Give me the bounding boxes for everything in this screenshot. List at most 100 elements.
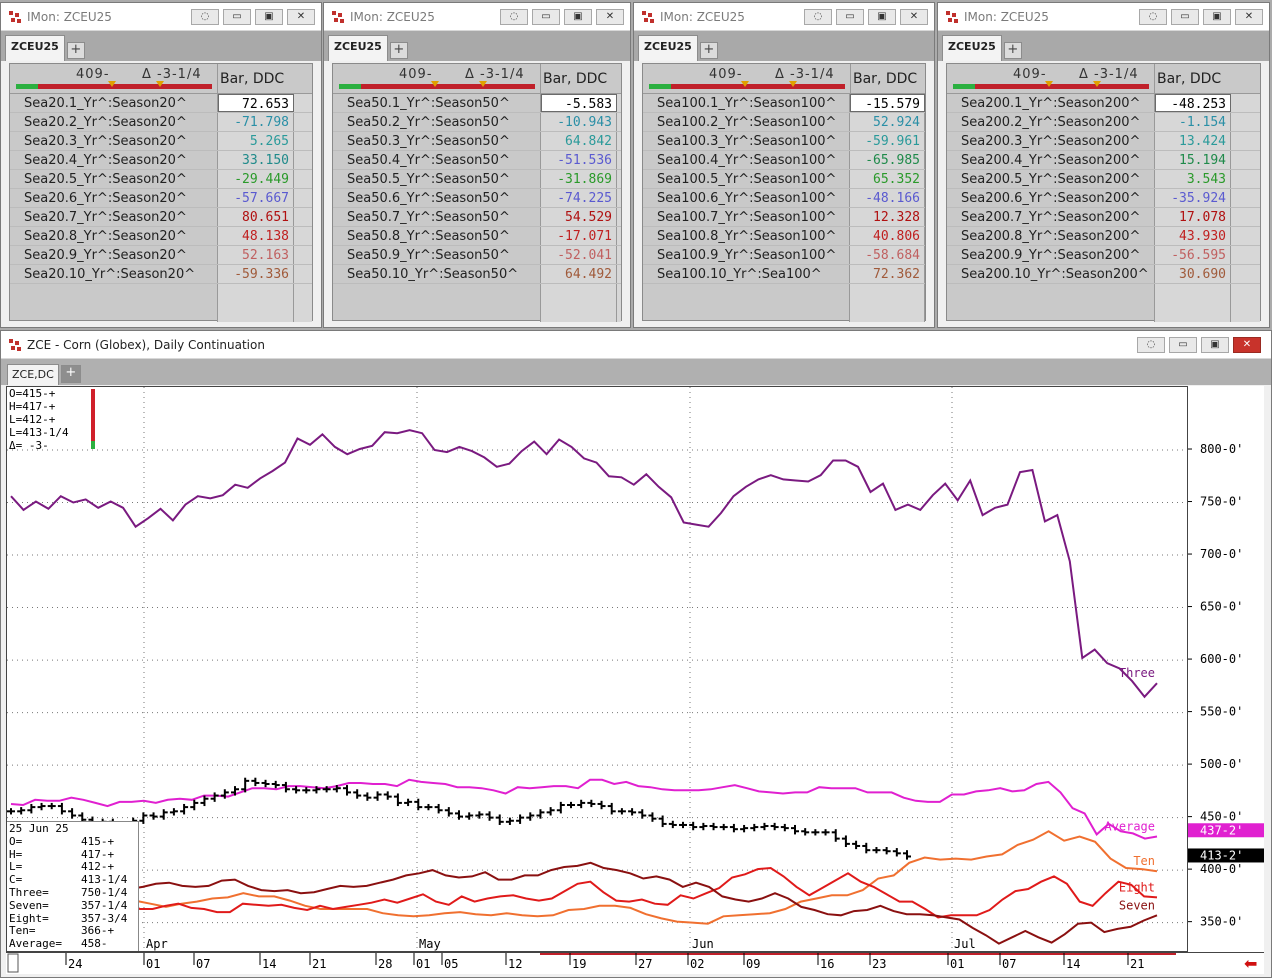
study-value[interactable]: 13.424	[1155, 132, 1231, 150]
minimize-button[interactable]: ▭	[1169, 336, 1197, 353]
grid-row[interactable]: Sea50.1_Yr^:Season50^ -5.583	[333, 94, 621, 113]
close-button[interactable]: ✕	[287, 8, 315, 25]
tab-zceu25[interactable]: ZCEU25	[942, 35, 1002, 61]
study-value[interactable]: 12.328	[849, 208, 925, 226]
add-tab-button[interactable]: +	[60, 365, 81, 383]
grid-row[interactable]: Sea200.7_Yr^:Season200^ 17.078	[947, 208, 1260, 227]
column-header[interactable]: Bar, DDC	[853, 71, 918, 87]
study-value[interactable]: -29.449	[218, 170, 294, 188]
study-value[interactable]: -74.225	[541, 189, 617, 207]
grid-row[interactable]: Sea50.10_Yr^:Season50^ 64.492	[333, 265, 621, 284]
grid-row[interactable]: Sea200.10_Yr^:Season200^ 30.690	[947, 265, 1260, 284]
study-value[interactable]: 64.492	[541, 265, 617, 283]
grid-row[interactable]: Sea50.9_Yr^:Season50^ -52.041	[333, 246, 621, 265]
study-value[interactable]: -35.924	[1155, 189, 1231, 207]
minimize-button[interactable]: ▭	[223, 8, 251, 25]
column-header[interactable]: Bar, DDC	[1157, 71, 1222, 87]
imon-titlebar[interactable]: IMon: ZCEU25 ◌ ▭ ▣ ✕	[324, 3, 630, 31]
scroll-left-arrow-icon[interactable]: ⬅	[1244, 954, 1257, 973]
grid-row[interactable]: Sea20.5_Yr^:Season20^ -29.449	[10, 170, 312, 189]
add-tab-button[interactable]: +	[699, 42, 718, 59]
study-value[interactable]: 5.265	[218, 132, 294, 150]
study-value[interactable]: 30.690	[1155, 265, 1231, 283]
grid-row[interactable]: Sea20.1_Yr^:Season20^ 72.653	[10, 94, 312, 113]
time-axis[interactable]: 24 01 07 14 21 28 01 05 12 19 27 02 09 16 23 01 07 14 21 ⬅	[6, 952, 1264, 974]
grid-row[interactable]: Sea100.4_Yr^:Season100^ -65.985	[643, 151, 925, 170]
tab-zce-dc[interactable]: ZCE,DC	[7, 364, 59, 385]
grid-row[interactable]: Sea200.8_Yr^:Season200^ 43.930	[947, 227, 1260, 246]
study-value[interactable]: 43.930	[1155, 227, 1231, 245]
grid-row[interactable]: Sea200.4_Yr^:Season200^ 15.194	[947, 151, 1260, 170]
link-icon[interactable]: ◌	[191, 8, 219, 25]
grid-row[interactable]: Sea20.10_Yr^:Season20^ -59.336	[10, 265, 312, 284]
grid-row[interactable]: Sea50.2_Yr^:Season50^ -10.943	[333, 113, 621, 132]
tab-zceu25[interactable]: ZCEU25	[328, 35, 388, 61]
study-value[interactable]: 40.806	[849, 227, 925, 245]
grid-row[interactable]: Sea200.2_Yr^:Season200^ -1.154	[947, 113, 1260, 132]
grid-row[interactable]: Sea100.3_Yr^:Season100^ -59.961	[643, 132, 925, 151]
column-header[interactable]: Bar, DDC	[220, 71, 285, 87]
grid-row[interactable]: Sea20.3_Yr^:Season20^ 5.265	[10, 132, 312, 151]
link-icon[interactable]: ◌	[500, 8, 528, 25]
study-value[interactable]: -5.583	[541, 94, 617, 112]
study-value[interactable]: 72.653	[218, 94, 294, 112]
grid-row[interactable]: Sea100.1_Yr^:Season100^ -15.579	[643, 94, 925, 113]
add-tab-button[interactable]: +	[1003, 42, 1022, 59]
maximize-button[interactable]: ▣	[868, 8, 896, 25]
study-value[interactable]: -48.166	[849, 189, 925, 207]
grid-row[interactable]: Sea50.3_Yr^:Season50^ 64.842	[333, 132, 621, 151]
study-value[interactable]: -56.595	[1155, 246, 1231, 264]
chart-titlebar[interactable]: ZCE - Corn (Globex), Daily Continuation …	[1, 331, 1271, 359]
study-value[interactable]: -52.041	[541, 246, 617, 264]
tab-zceu25[interactable]: ZCEU25	[638, 35, 698, 61]
link-icon[interactable]: ◌	[1139, 8, 1167, 25]
grid-row[interactable]: Sea20.7_Yr^:Season20^ 80.651	[10, 208, 312, 227]
tab-zceu25[interactable]: ZCEU25	[5, 35, 65, 61]
link-icon[interactable]: ◌	[1137, 336, 1165, 353]
study-value[interactable]: 33.150	[218, 151, 294, 169]
study-value[interactable]: -65.985	[849, 151, 925, 169]
study-value[interactable]: -58.684	[849, 246, 925, 264]
close-button[interactable]: ✕	[1233, 336, 1261, 353]
grid-row[interactable]: Sea100.9_Yr^:Season100^ -58.684	[643, 246, 925, 265]
grid-row[interactable]: Sea50.7_Yr^:Season50^ 54.529	[333, 208, 621, 227]
study-value[interactable]: 65.352	[849, 170, 925, 188]
study-value[interactable]: -31.869	[541, 170, 617, 188]
minimize-button[interactable]: ▭	[532, 8, 560, 25]
grid-row[interactable]: Sea100.2_Yr^:Season100^ 52.924	[643, 113, 925, 132]
study-value[interactable]: -48.253	[1155, 94, 1231, 112]
grid-row[interactable]: Sea100.7_Yr^:Season100^ 12.328	[643, 208, 925, 227]
study-value[interactable]: 17.078	[1155, 208, 1231, 226]
study-value[interactable]: -10.943	[541, 113, 617, 131]
study-value[interactable]: -59.336	[218, 265, 294, 283]
grid-row[interactable]: Sea20.9_Yr^:Season20^ 52.163	[10, 246, 312, 265]
study-value[interactable]: 64.842	[541, 132, 617, 150]
study-value[interactable]: -59.961	[849, 132, 925, 150]
grid-row[interactable]: Sea100.8_Yr^:Season100^ 40.806	[643, 227, 925, 246]
study-value[interactable]: 15.194	[1155, 151, 1231, 169]
maximize-button[interactable]: ▣	[564, 8, 592, 25]
study-value[interactable]: -17.071	[541, 227, 617, 245]
grid-row[interactable]: Sea50.4_Yr^:Season50^ -51.536	[333, 151, 621, 170]
column-header[interactable]: Bar, DDC	[543, 71, 608, 87]
maximize-button[interactable]: ▣	[255, 8, 283, 25]
grid-row[interactable]: Sea50.5_Yr^:Season50^ -31.869	[333, 170, 621, 189]
grid-row[interactable]: Sea20.2_Yr^:Season20^ -71.798	[10, 113, 312, 132]
maximize-button[interactable]: ▣	[1201, 336, 1229, 353]
grid-row[interactable]: Sea20.4_Yr^:Season20^ 33.150	[10, 151, 312, 170]
grid-row[interactable]: Sea20.8_Yr^:Season20^ 48.138	[10, 227, 312, 246]
grid-row[interactable]: Sea200.5_Yr^:Season200^ 3.543	[947, 170, 1260, 189]
grid-row[interactable]: Sea200.1_Yr^:Season200^ -48.253	[947, 94, 1260, 113]
price-chart-plot[interactable]: Apr May Jun Jul Three Average Ten Eight Seven O=…	[6, 386, 1188, 952]
price-axis[interactable]: 800-0' 750-0' 700-0' 650-0' 600-0' 550-0' 500-…	[1188, 386, 1264, 952]
link-icon[interactable]: ◌	[804, 8, 832, 25]
study-value[interactable]: 72.362	[849, 265, 925, 283]
imon-titlebar[interactable]: IMon: ZCEU25 ◌ ▭ ▣ ✕	[1, 3, 321, 31]
study-value[interactable]: 3.543	[1155, 170, 1231, 188]
study-value[interactable]: 48.138	[218, 227, 294, 245]
study-value[interactable]: 54.529	[541, 208, 617, 226]
study-value[interactable]: -57.667	[218, 189, 294, 207]
study-value[interactable]: -1.154	[1155, 113, 1231, 131]
grid-row[interactable]: Sea20.6_Yr^:Season20^ -57.667	[10, 189, 312, 208]
add-tab-button[interactable]: +	[66, 42, 85, 59]
